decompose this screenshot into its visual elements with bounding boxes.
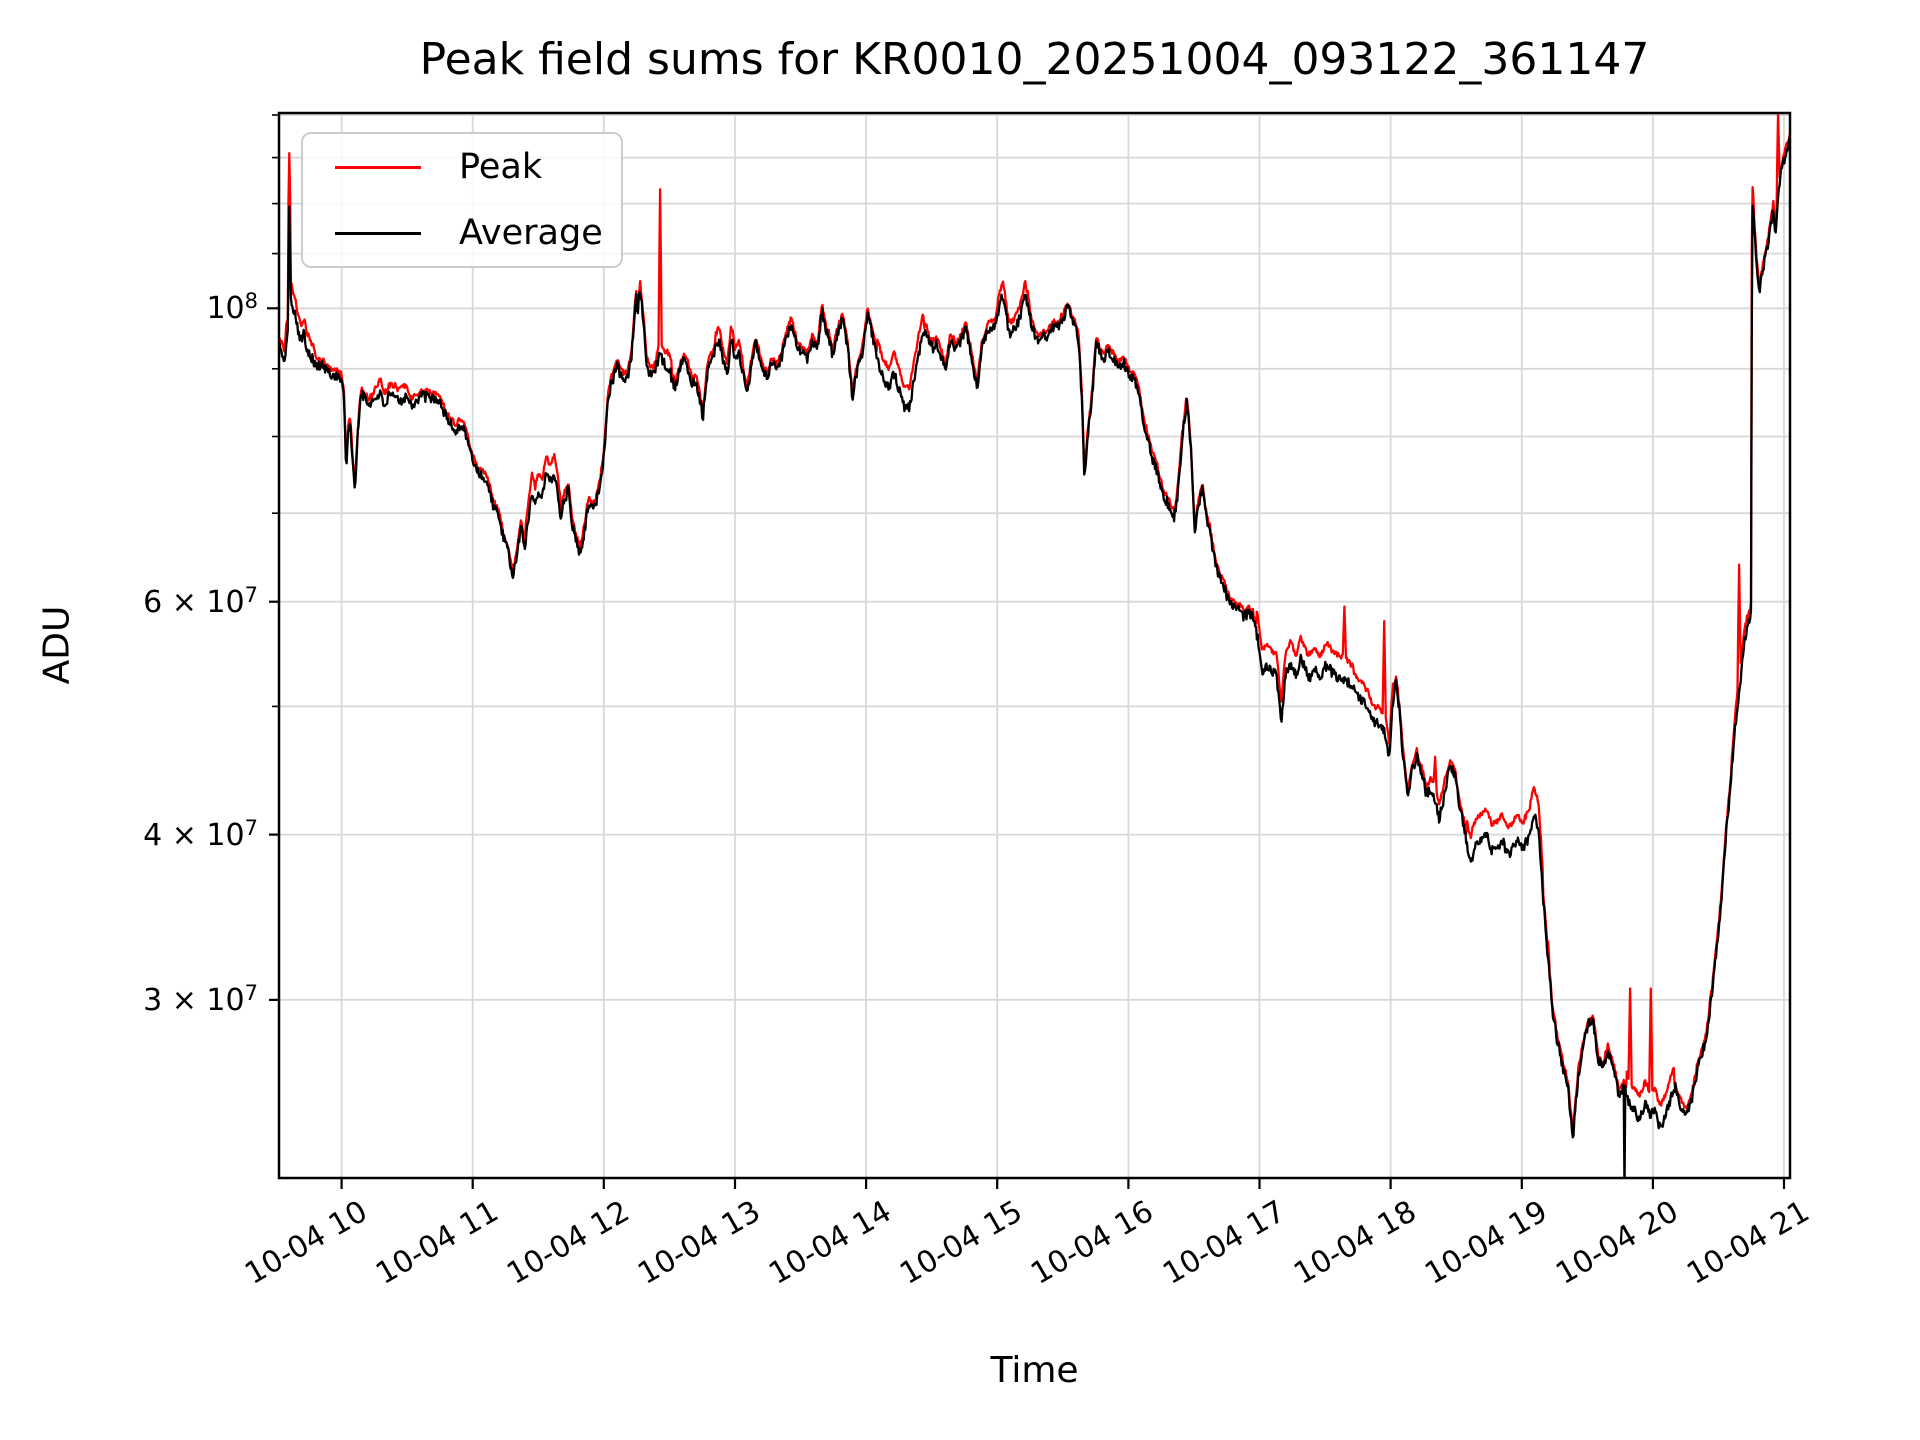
legend: Peak Average — [301, 132, 623, 268]
legend-label: Peak — [459, 147, 543, 187]
y-tick-base: 6 × 10 — [143, 584, 245, 620]
y-tick-base: 10 — [206, 290, 245, 326]
y-tick-label: 4 × 10 7 — [143, 816, 258, 853]
legend-swatch-average — [335, 231, 421, 235]
y-tick-base: 4 × 10 — [143, 817, 245, 853]
y-tick-label: 10 8 — [206, 289, 258, 326]
legend-label: Average — [459, 213, 603, 253]
legend-item: Average — [303, 213, 621, 253]
legend-swatch-peak — [335, 165, 421, 169]
chart-title: Peak field sums for KR0010_20251004_0931… — [419, 34, 1650, 85]
x-axis-label: Time — [990, 1350, 1079, 1391]
legend-item: Peak — [303, 147, 621, 187]
y-axis-label: ADU — [36, 605, 78, 685]
y-tick-label: 3 × 10 7 — [143, 981, 258, 1018]
y-tick-base: 3 × 10 — [143, 982, 245, 1018]
y-tick-label: 6 × 10 7 — [143, 583, 258, 620]
